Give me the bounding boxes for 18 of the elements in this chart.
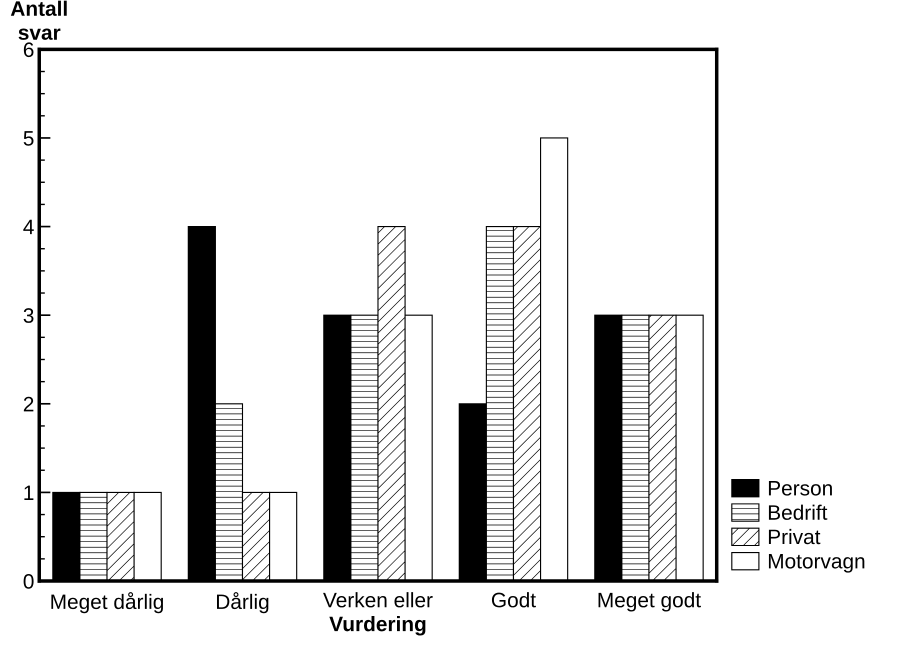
y-tick-label: 6 — [24, 42, 34, 58]
legend-label: Person — [768, 481, 832, 496]
x-tick-label: Meget godt — [598, 592, 701, 612]
x-tick-label: Godt — [492, 592, 536, 608]
legend-label: Bedrift — [768, 504, 828, 520]
x-axis-title: Vurdering — [329, 616, 426, 636]
legend-label: Motorvagn — [768, 554, 864, 573]
x-tick-label: Dårlig — [216, 592, 268, 614]
x-tick-label: Verken eller — [323, 592, 433, 608]
legend-label: Privat — [768, 528, 820, 544]
y-tick-label: 5 — [24, 131, 34, 146]
x-tick-label: Meget dårlig — [51, 592, 163, 614]
y-tick-label: 4 — [23, 220, 34, 234]
y-axis-title: Antall svar — [10, 0, 67, 40]
y-tick-label: 0 — [24, 574, 34, 589]
y-tick-label: 2 — [24, 396, 34, 412]
y-tick-label: 1 — [24, 486, 34, 500]
y-tick-label: 3 — [24, 308, 34, 323]
